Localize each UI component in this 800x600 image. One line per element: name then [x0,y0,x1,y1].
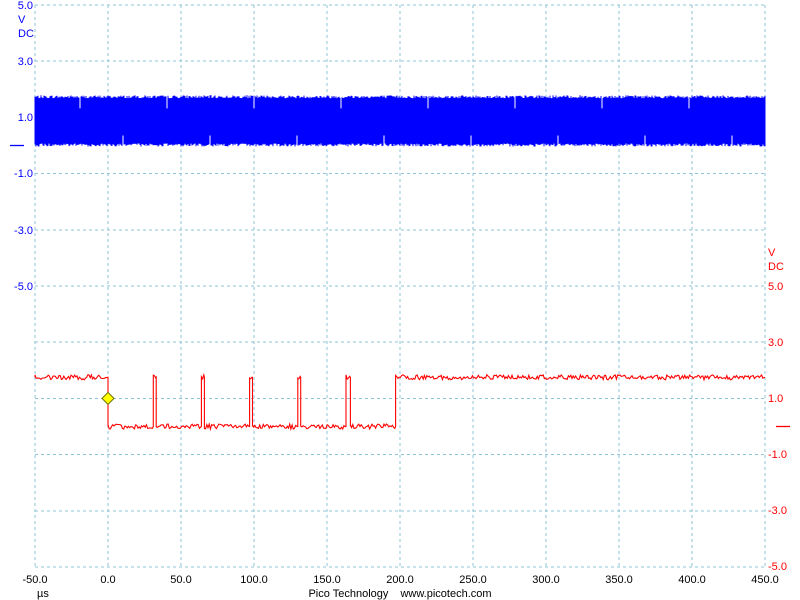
x-tick-label: 350.0 [605,574,633,586]
x-tick-label: -50.0 [22,574,47,586]
channel-b-tick-label: 5.0 [768,281,783,293]
footer-text: Pico Technology www.picotech.com [308,588,491,600]
x-tick-label: 450.0 [751,574,779,586]
axis-labels: 5.0 3.0 1.0 -1.0 -3.0 -5.0 V DC 5.0 3.0 1.0 -1.0 -3.… [14,0,787,600]
footer-website: www.picotech.com [399,588,491,600]
channel-b-tick-label: -3.0 [768,505,787,517]
channel-b-tick-label: -5.0 [768,561,787,573]
x-tick-label: 200.0 [386,574,414,586]
x-tick-label: 0.0 [100,574,115,586]
x-tick-label: 250.0 [459,574,487,586]
markers [10,144,790,428]
x-unit-label: µs [37,588,49,600]
channel-a-tick-label: -5.0 [14,281,33,293]
channel-a-tick-label: 1.0 [18,112,33,124]
channel-b-line [34,372,766,432]
x-tick-label: 300.0 [532,574,560,586]
footer-company: Pico Technology [308,588,388,600]
x-tick-label: 100.0 [240,574,268,586]
channel-b-coupling-label: DC [768,261,784,273]
grid [34,4,766,568]
channel-a-tick-label: 5.0 [18,0,33,12]
x-tick-label: 50.0 [170,574,191,586]
trigger-marker [101,391,115,406]
channel-b-tick-label: 1.0 [768,393,783,405]
channel-a-tick-label: -1.0 [14,168,33,180]
channel-a-glitches [79,95,733,148]
x-tick-label: 150.0 [313,574,341,586]
channel-b-unit-label: V [768,247,776,259]
channel-a-tick-label: 3.0 [18,56,33,68]
channel-a-unit-label: V [18,14,26,26]
channel-a-trace [34,95,766,148]
x-tick-label: 400.0 [678,574,706,586]
channel-a-coupling-label: DC [18,28,34,40]
channel-b-tick-label: 3.0 [768,337,783,349]
channel-a-tick-label: -3.0 [14,225,33,237]
channel-b-tick-label: -1.0 [768,449,787,461]
channel-b-trace [34,372,766,432]
channel-a-noise [34,95,766,147]
